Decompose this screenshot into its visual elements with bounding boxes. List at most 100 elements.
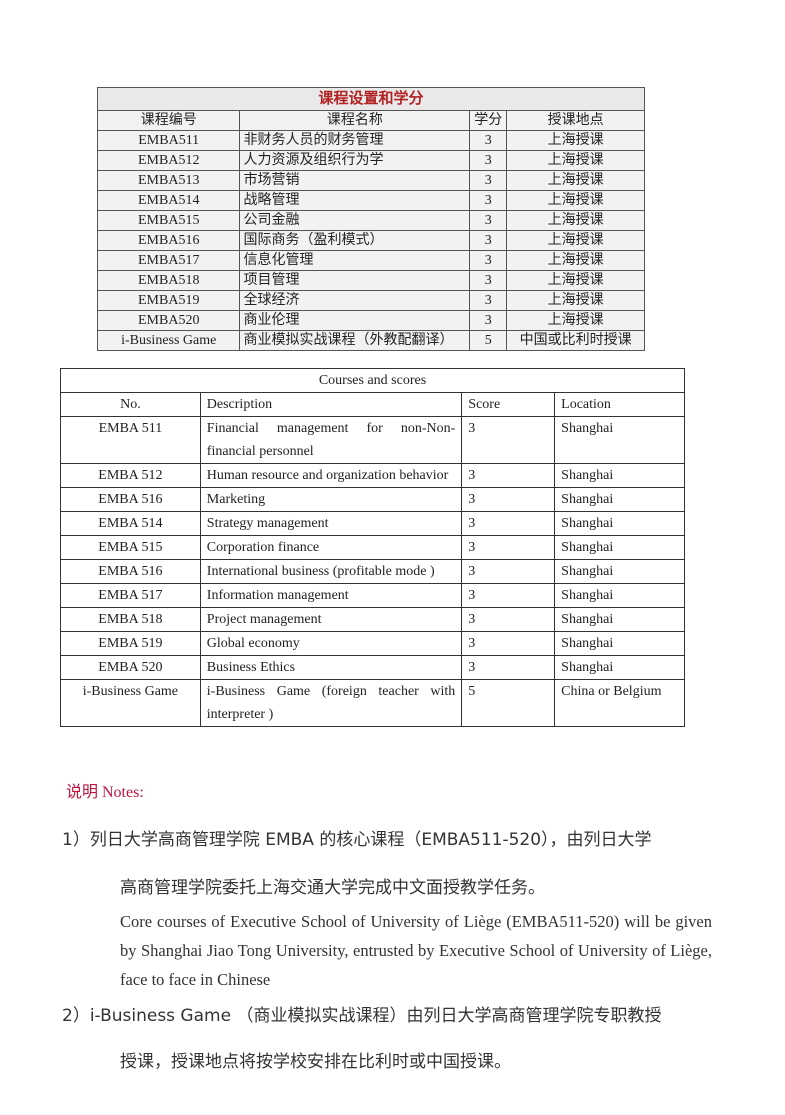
table-cell: EMBA511	[96, 130, 241, 151]
table-cell: 上海授课	[506, 170, 645, 191]
table-cell: Project management	[199, 607, 463, 632]
table-cell: i-Business Game (foreign teacher with in…	[199, 679, 463, 727]
table-row: EMBA 511 Financial management for non-Non…	[60, 416, 685, 464]
table-cell: 3	[469, 230, 508, 251]
table-cell: EMBA 514	[60, 511, 201, 536]
note-1-english: Core courses of Executive School of Univ…	[120, 912, 712, 989]
table-cell: 商业模拟实战课程（外教配翻译）	[239, 330, 471, 351]
table-cell: 战略管理	[239, 190, 471, 211]
table-cell: 3	[469, 170, 508, 191]
table-cell: Shanghai	[554, 463, 685, 488]
column-header: 课程编号	[96, 110, 241, 131]
table-row: EMBA 518 Project management 3 Shanghai	[60, 607, 685, 632]
table-cell: i-Business Game	[96, 330, 241, 351]
table-cell: 3	[461, 583, 556, 608]
table-cell: Shanghai	[554, 631, 685, 656]
table-cell: EMBA515	[96, 210, 241, 231]
table-row: EMBA512 人力资源及组织行为学 3 上海授课	[96, 150, 645, 171]
table-row: EMBA514 战略管理 3 上海授课	[96, 190, 645, 211]
table-cell: 3	[469, 290, 508, 311]
table-cell: 公司金融	[239, 210, 471, 231]
table-cell: EMBA 517	[60, 583, 201, 608]
table-cell: Strategy management	[199, 511, 463, 536]
table-cell: Shanghai	[554, 511, 685, 536]
column-header: 授课地点	[506, 110, 645, 131]
table-cell: Shanghai	[554, 416, 685, 464]
table-cell: 5	[461, 679, 556, 727]
table-row: EMBA 515 Corporation finance 3 Shanghai	[60, 535, 685, 560]
table-cell: 上海授课	[506, 290, 645, 311]
table-cell: China or Belgium	[554, 679, 685, 727]
table-cell: Financial management for non-Non-financi…	[199, 416, 463, 464]
table-row: EMBA 512 Human resource and organization …	[60, 463, 685, 488]
table-cell: Shanghai	[554, 607, 685, 632]
table-cell: 上海授课	[506, 130, 645, 151]
table-cell: 3	[469, 130, 508, 151]
table-row: EMBA511 非财务人员的财务管理 3 上海授课	[96, 130, 645, 151]
table-cell: 人力资源及组织行为学	[239, 150, 471, 171]
table-cell: 上海授课	[506, 150, 645, 171]
notes-heading: 说明 Notes:	[66, 784, 144, 801]
table-cell: Shanghai	[554, 535, 685, 560]
table-cell: Information management	[199, 583, 463, 608]
table-row: i-Business Game 商业模拟实战课程（外教配翻译） 5 中国或比利时授课	[96, 330, 645, 351]
table-cell: EMBA517	[96, 250, 241, 271]
column-header: 课程名称	[239, 110, 471, 131]
note-2-line-2: 授课，授课地点将按学校安排在比利时或中国授课。	[120, 1052, 511, 1072]
table-cell: 3	[469, 250, 508, 271]
table-cell: EMBA512	[96, 150, 241, 171]
table-row: EMBA517 信息化管理 3 上海授课	[96, 250, 645, 271]
table-row: EMBA 516 International business (profitab…	[60, 559, 685, 584]
table-cell: 信息化管理	[239, 250, 471, 271]
column-header: No.	[60, 392, 201, 417]
table-cell: Shanghai	[554, 487, 685, 512]
table-row: EMBA 517 Information management 3 Shanghai	[60, 583, 685, 608]
table-cell: 3	[461, 463, 556, 488]
table-cell: Human resource and organization behavior	[199, 463, 463, 488]
table-cell: 3	[469, 150, 508, 171]
table-row: EMBA 520 Business Ethics 3 Shanghai	[60, 655, 685, 680]
table-cell: 3	[461, 535, 556, 560]
table-cell: 上海授课	[506, 210, 645, 231]
table-row: EMBA 514 Strategy management 3 Shanghai	[60, 511, 685, 536]
table-row: EMBA515 公司金融 3 上海授课	[96, 210, 645, 231]
table-cell: 3	[469, 310, 508, 331]
table-cell: EMBA 518	[60, 607, 201, 632]
table-cell: 国际商务（盈利模式）	[239, 230, 471, 251]
table-cell: 上海授课	[506, 190, 645, 211]
table-cell: i-Business Game	[60, 679, 201, 727]
table-cell: 上海授课	[506, 250, 645, 271]
table-cell: 3	[461, 487, 556, 512]
table-cell: EMBA518	[96, 270, 241, 291]
table-cell: 3	[461, 559, 556, 584]
table-row: i-Business Game i-Business Game (foreign …	[60, 679, 685, 727]
table-row: EMBA520 商业伦理 3 上海授课	[96, 310, 645, 331]
table-cell: EMBA514	[96, 190, 241, 211]
table-cell: 全球经济	[239, 290, 471, 311]
table-row: EMBA516 国际商务（盈利模式） 3 上海授课	[96, 230, 645, 251]
table-cell: 市场营销	[239, 170, 471, 191]
table-cell: Shanghai	[554, 583, 685, 608]
table-cell: 中国或比利时授课	[506, 330, 645, 351]
table-cell: EMBA516	[96, 230, 241, 251]
table-cell: 上海授课	[506, 310, 645, 331]
table-cell: 3	[461, 655, 556, 680]
table-cell: Shanghai	[554, 655, 685, 680]
table-cell: 3	[469, 270, 508, 291]
table-cell: 3	[469, 190, 508, 211]
table-cell: 上海授课	[506, 230, 645, 251]
table-cell: EMBA520	[96, 310, 241, 331]
table-cell: EMBA 512	[60, 463, 201, 488]
column-header: Location	[554, 392, 685, 417]
table-cell: Business Ethics	[199, 655, 463, 680]
table-title: Courses and scores	[60, 368, 685, 393]
header-row: No. Description Score Location	[60, 392, 685, 417]
table-cell: 项目管理	[239, 270, 471, 291]
note-1-line-1: 1）列日大学高商管理学院 EMBA 的核心课程（EMBA511-520），由列日…	[62, 830, 652, 850]
table-row: EMBA513 市场营销 3 上海授课	[96, 170, 645, 191]
table-cell: EMBA519	[96, 290, 241, 311]
table-cell: EMBA 511	[60, 416, 201, 464]
table-cell: Corporation finance	[199, 535, 463, 560]
note-2-line-1: 2）i-Business Game （商业模拟实战课程）由列日大学高商管理学院专…	[62, 1006, 662, 1026]
header-row: 课程编号 课程名称 学分 授课地点	[96, 110, 645, 131]
